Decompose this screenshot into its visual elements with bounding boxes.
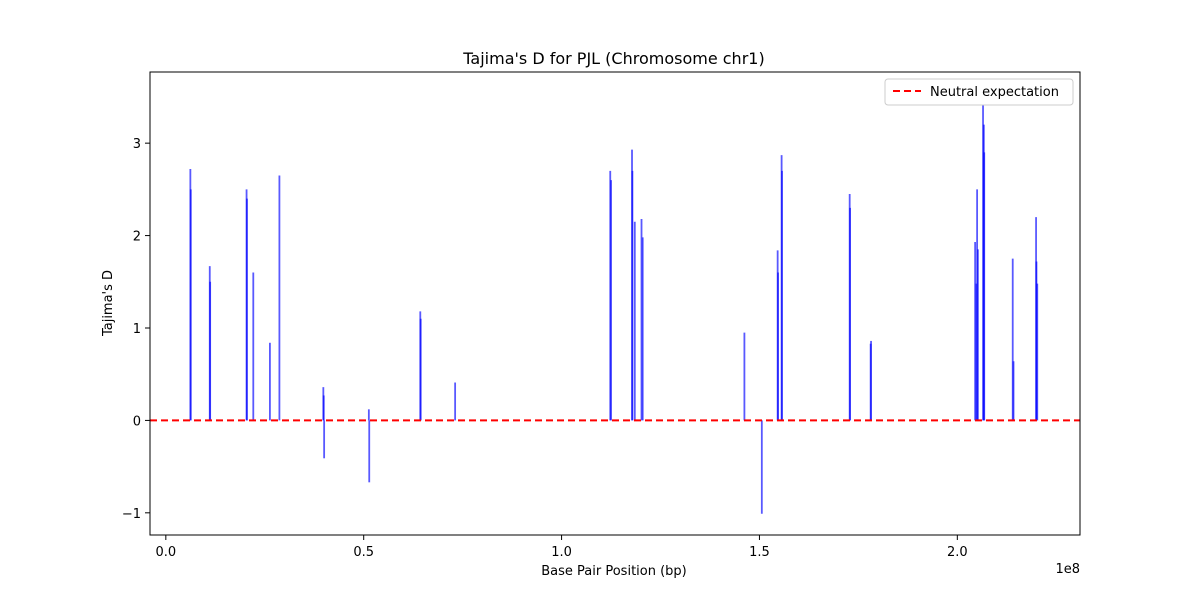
legend: Neutral expectation — [884, 78, 1074, 106]
y-tick-label: 2 — [133, 230, 141, 245]
y-tick-label: 1 — [133, 322, 141, 337]
x-axis-ticks: 0.0 0.5 1.0 1.5 2.0 — [155, 535, 968, 560]
y-axis-label: Tajima's D — [101, 270, 116, 337]
y-tick-label: 3 — [133, 137, 141, 152]
x-tick-label: 1.5 — [749, 545, 770, 560]
y-axis-ticks: −1 0 1 2 3 — [122, 137, 150, 522]
chart-title: Tajima's D for PJL (Chromosome chr1) — [462, 49, 764, 68]
x-tick-label: 1.0 — [551, 545, 572, 560]
x-tick-label: 0.0 — [155, 545, 176, 560]
legend-box — [884, 78, 1074, 106]
x-axis-offset-label: 1e8 — [1055, 562, 1080, 577]
bars-group — [189, 98, 1039, 514]
plot-frame — [149, 71, 1081, 536]
y-tick-label: 0 — [133, 414, 141, 429]
x-tick-label: 0.5 — [353, 545, 374, 560]
y-tick-label: −1 — [122, 507, 141, 522]
x-tick-label: 2.0 — [947, 545, 968, 560]
x-axis-label: Base Pair Position (bp) — [541, 564, 687, 579]
legend-label: Neutral expectation — [930, 85, 1059, 100]
